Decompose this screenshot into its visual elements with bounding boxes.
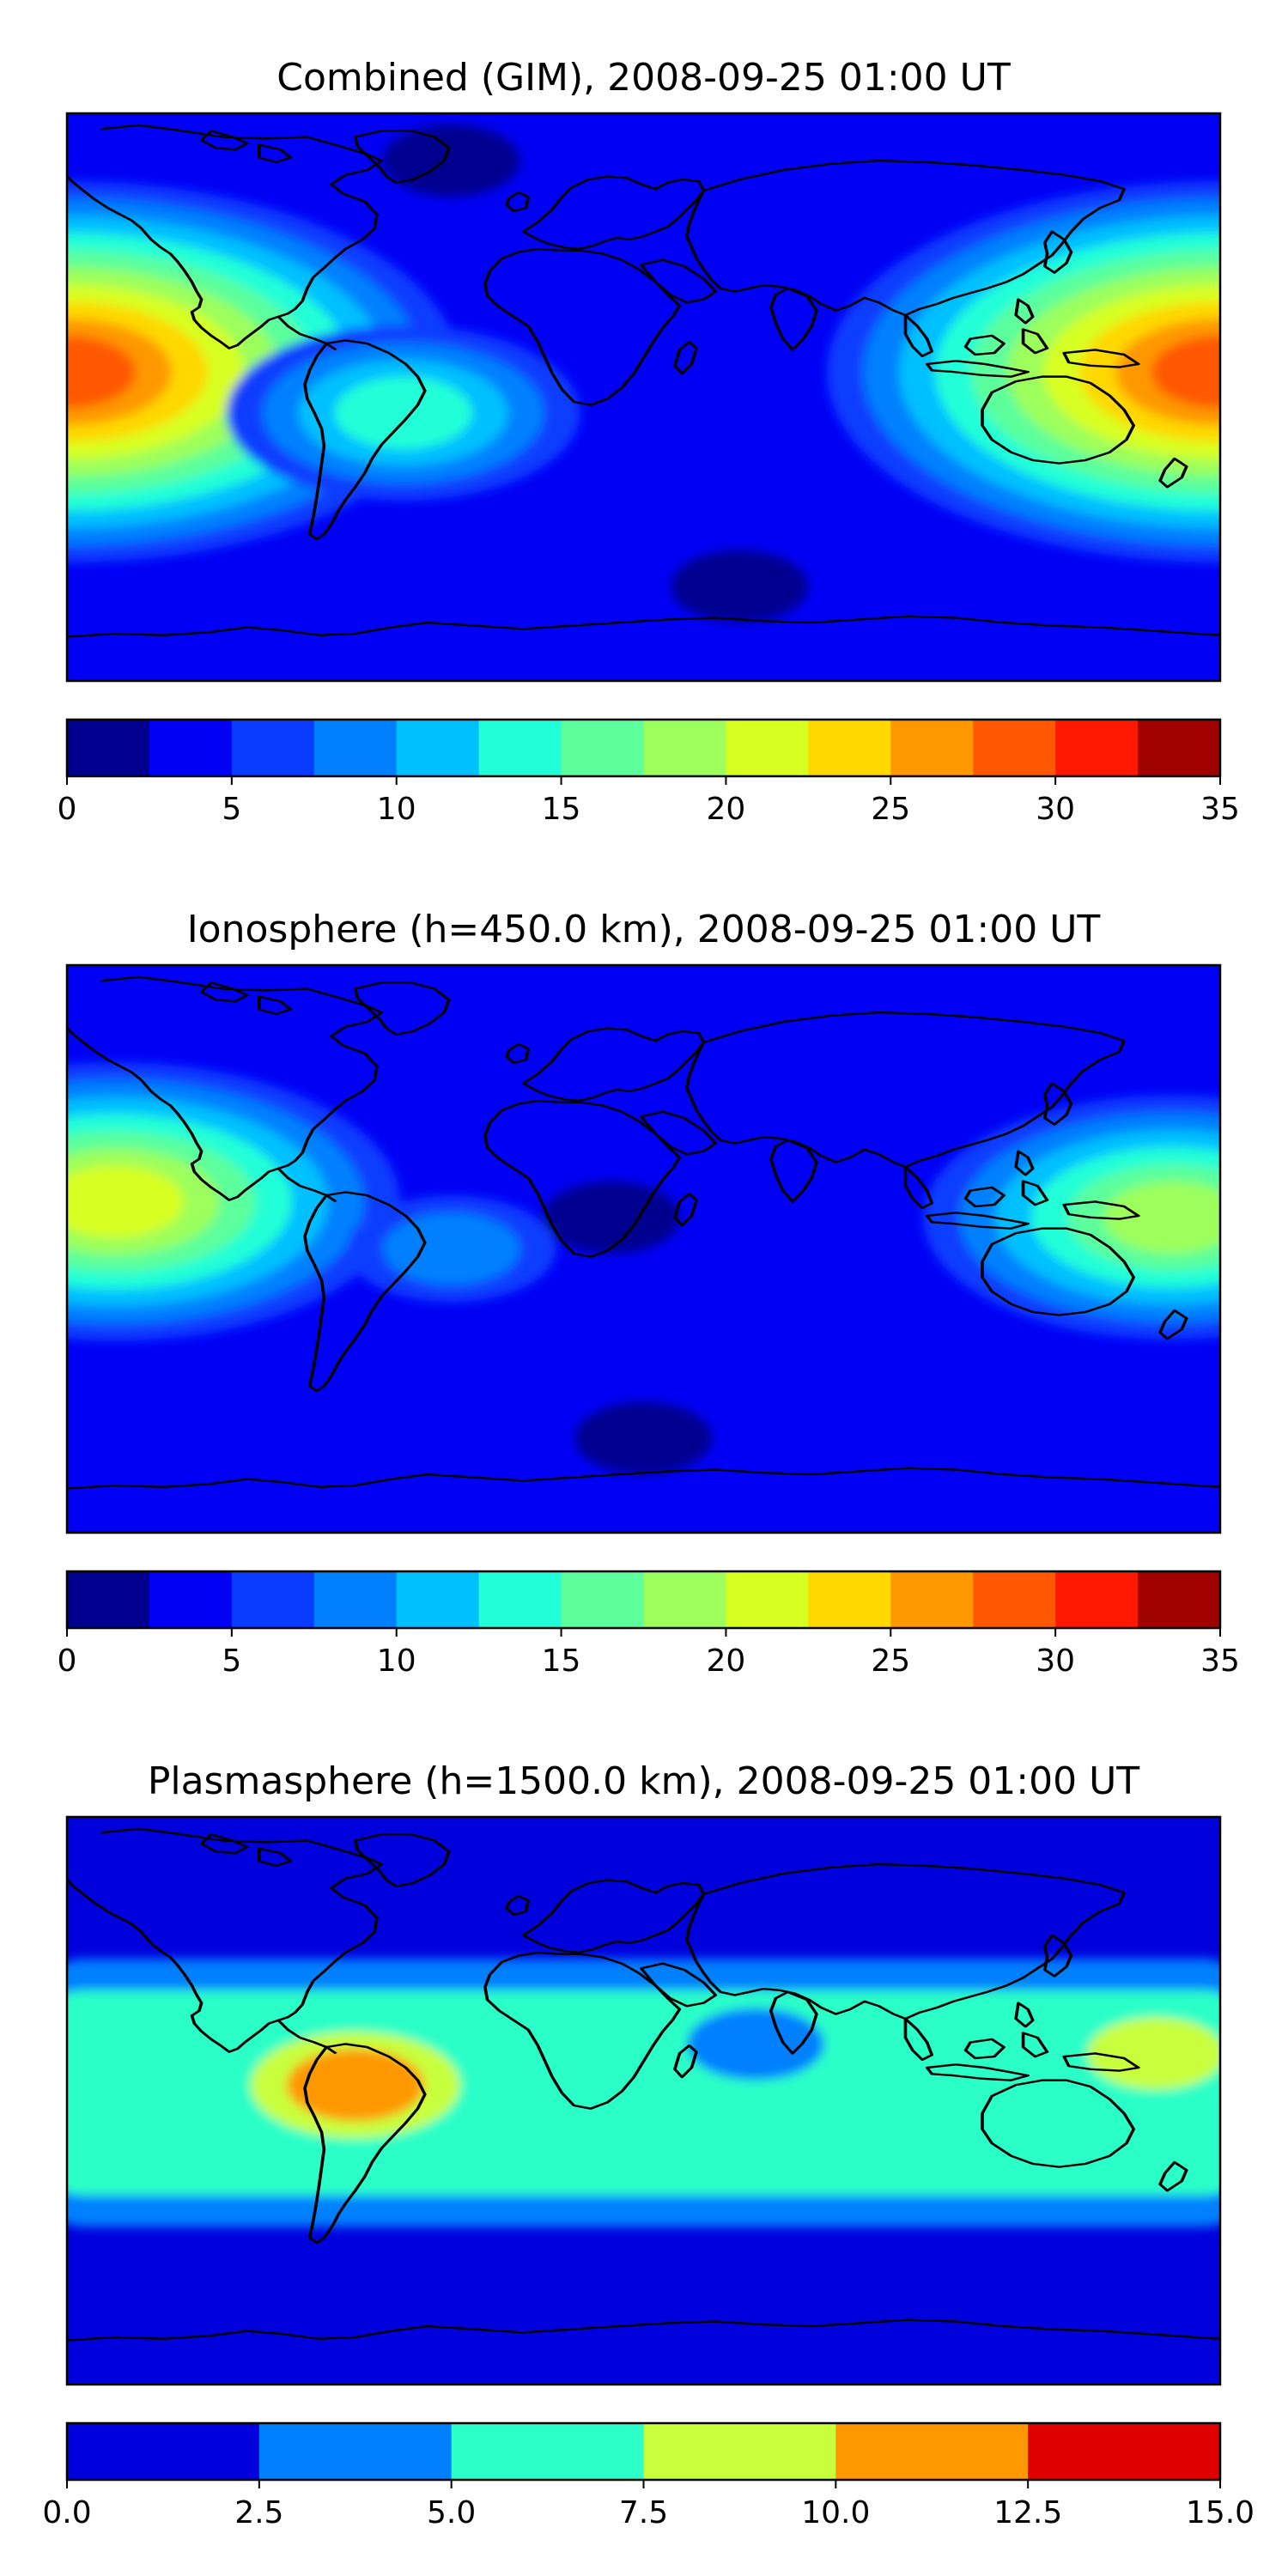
colorbar-segment [890, 720, 974, 776]
colorbar-tick-label: 30 [1036, 1643, 1075, 1679]
contour-level [334, 376, 472, 449]
colorbar-tick-label: 10.0 [801, 2495, 870, 2530]
colorbar-segment [1055, 720, 1139, 776]
colorbar-segment [643, 720, 727, 776]
colorbar-segment [643, 1571, 727, 1628]
colorbar-tick-label: 12.5 [993, 2495, 1062, 2530]
contour-level [574, 1401, 713, 1474]
tec-map [67, 1817, 1220, 2385]
colorbar-tick-label: 10 [377, 1643, 416, 1679]
contour-level [286, 2049, 424, 2122]
colorbar-tick-label: 35 [1200, 1643, 1240, 1679]
colorbar-tick-label: 5 [222, 792, 241, 827]
tec-map [67, 965, 1220, 1533]
colorbar-segment [478, 720, 562, 776]
colorbar-frame [65, 1570, 1222, 1630]
contour-level [671, 550, 809, 623]
colorbar-segment [890, 1571, 974, 1628]
colorbar-segment [313, 720, 398, 776]
map-frame [65, 112, 1222, 683]
colorbar-tick-label: 20 [707, 792, 746, 827]
colorbar-tick-label: 30 [1036, 792, 1075, 827]
colorbar-tick-label: 25 [871, 792, 910, 827]
colorbar-tick-label: 0 [58, 1643, 77, 1679]
panel-title: Ionosphere (h=450.0 km), 2008-09-25 01:0… [187, 908, 1101, 951]
colorbar-tick-label: 35 [1200, 792, 1240, 827]
colorbar-tick-label: 5.0 [427, 2495, 476, 2530]
colorbar-tick-label: 7.5 [619, 2495, 668, 2530]
map-frame [65, 963, 1222, 1534]
colorbar-segment [67, 2423, 260, 2480]
contour-level [382, 1212, 520, 1285]
contour-level [67, 1165, 184, 1238]
colorbar-segment [1138, 720, 1221, 776]
colorbar-segment [808, 1571, 891, 1628]
colorbar-segment [835, 2423, 1029, 2480]
colorbar-segment [973, 1571, 1056, 1628]
colorbar-segment [1055, 1571, 1139, 1628]
colorbar-segment [396, 720, 480, 776]
colorbar-segment [149, 720, 233, 776]
colorbar-tick-label: 15 [542, 1643, 581, 1679]
colorbar-segment [561, 720, 645, 776]
colorbar-segment [67, 720, 150, 776]
colorbar: 0.0 2.5 5.0 7.5 10.0 12.5 15.0 [42, 2421, 1255, 2530]
colorbar-tick-label: 15.0 [1186, 2495, 1255, 2530]
panel-combined: Combined (GIM), 2008-09-25 01:00 UT 0 5 10… [58, 56, 1240, 827]
colorbar-segment [973, 720, 1056, 776]
panel-ionosphere: Ionosphere (h=450.0 km), 2008-09-25 01:0… [58, 908, 1240, 1679]
contour-level [687, 2008, 825, 2081]
colorbar-segment [231, 720, 315, 776]
colorbar-segment [149, 1571, 233, 1628]
colorbar-tick-label: 10 [377, 792, 416, 827]
contour-level [543, 1181, 681, 1254]
colorbar-tick-label: 20 [707, 1643, 746, 1679]
colorbar-tick-label: 25 [871, 1643, 910, 1679]
colorbar-tick-label: 15 [542, 792, 581, 827]
colorbar-segment [258, 2423, 453, 2480]
colorbar-tick-label: 0 [58, 792, 77, 827]
colorbar-segment [231, 1571, 315, 1628]
colorbar: 0 5 10 15 20 25 30 35 [58, 718, 1240, 827]
map-frame [65, 1815, 1222, 2386]
colorbar-tick-label: 5 [222, 1643, 241, 1679]
colorbar-segment [67, 1571, 150, 1628]
contour-level [382, 125, 520, 197]
colorbar-segment [561, 1571, 645, 1628]
colorbar-segment [1028, 2423, 1221, 2480]
contour-level [1151, 336, 1220, 409]
colorbar-segment [726, 1571, 809, 1628]
colorbar-segment [396, 1571, 480, 1628]
contour-level [1103, 1181, 1220, 1254]
panel-title: Combined (GIM), 2008-09-25 01:00 UT [276, 56, 1011, 100]
colorbar-tick-label: 2.5 [234, 2495, 283, 2530]
colorbar-segment [313, 1571, 398, 1628]
colorbar-segment [478, 1571, 562, 1628]
panel-title: Plasmasphere (h=1500.0 km), 2008-09-25 0… [148, 1759, 1139, 1803]
contour-level [1087, 2017, 1220, 2090]
colorbar-segment [451, 2423, 645, 2480]
colorbar-tick-label: 0.0 [42, 2495, 91, 2530]
colorbar-segment [808, 720, 891, 776]
colorbar-segment [1138, 1571, 1221, 1628]
contour-level [67, 336, 136, 409]
colorbar: 0 5 10 15 20 25 30 35 [58, 1570, 1240, 1679]
panel-plasmasphere: Plasmasphere (h=1500.0 km), 2008-09-25 0… [42, 1759, 1255, 2530]
tec-map [67, 113, 1220, 681]
colorbar-segment [643, 2423, 836, 2480]
colorbar-segment [726, 720, 809, 776]
colorbar-frame [65, 718, 1222, 778]
